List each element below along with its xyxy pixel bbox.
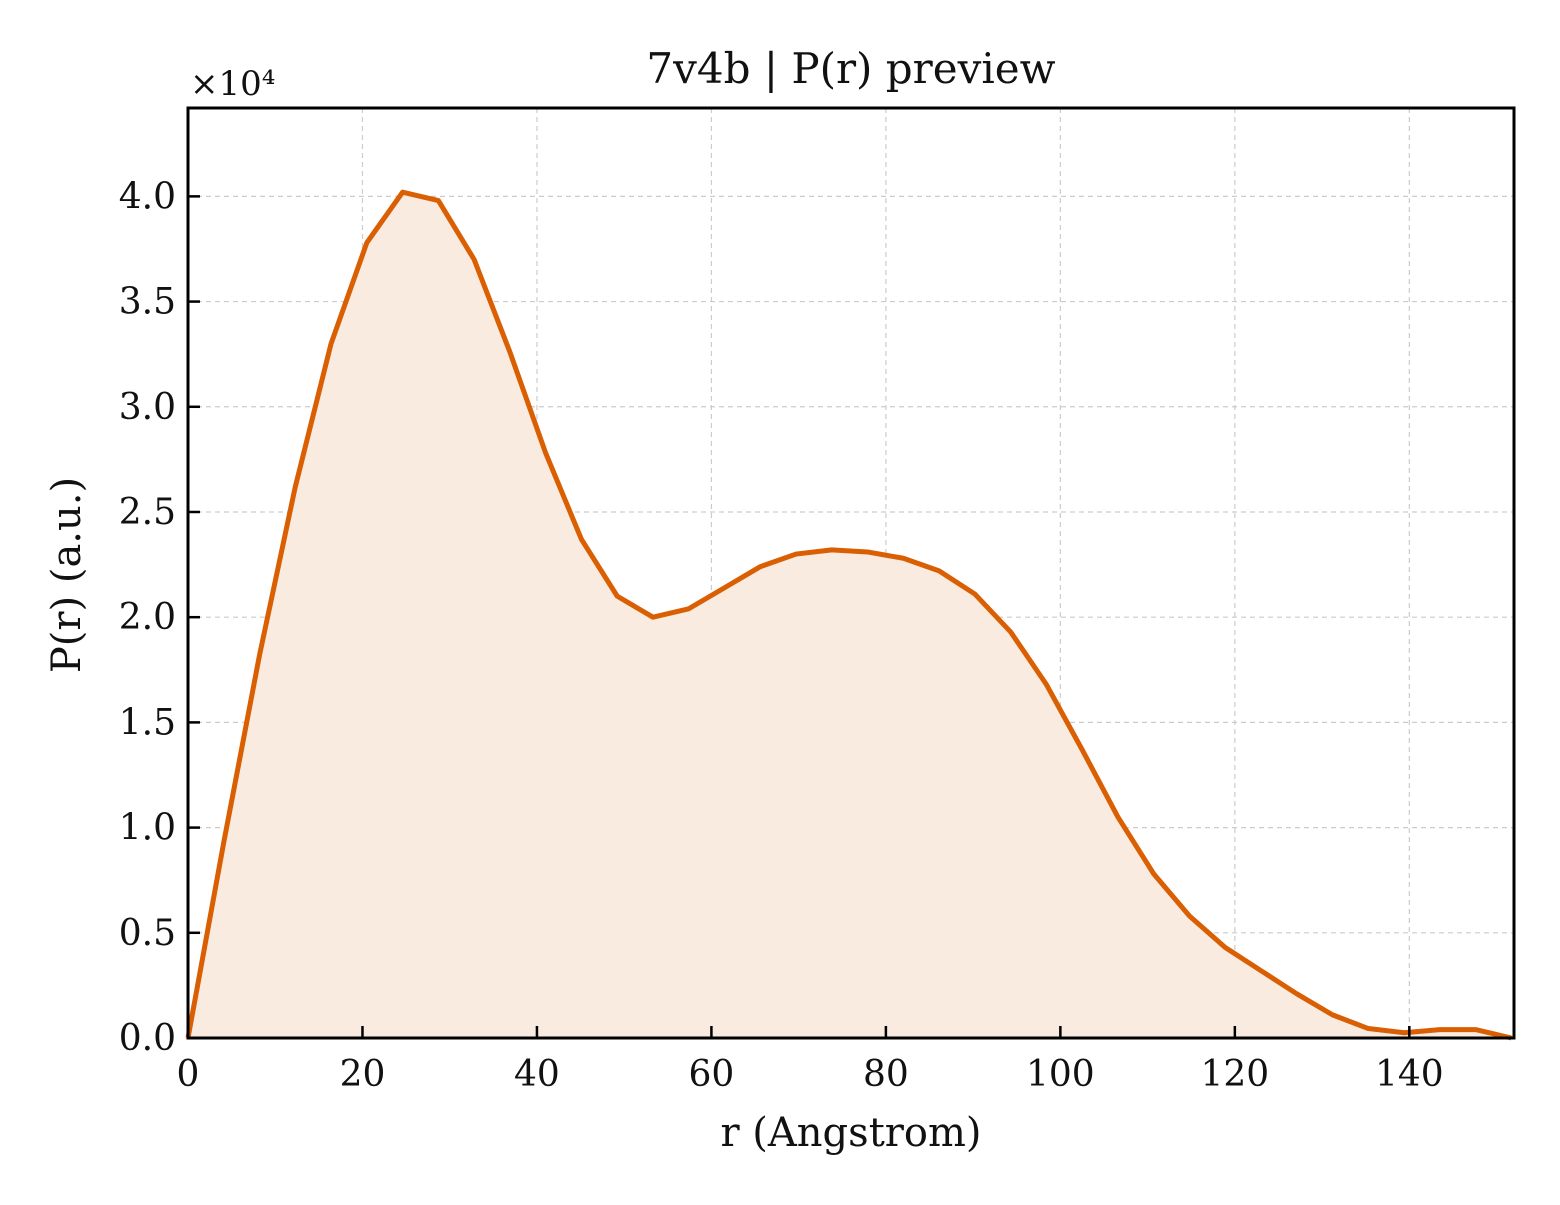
y-scale-multiplier: ×10⁴ bbox=[190, 64, 275, 104]
y-tick-label: 1.5 bbox=[119, 702, 176, 743]
tick-labels: 0 20 40 60 80 100 120 140 0.0 0.5 1.0 1.5 2.0 2.5 3.0 3… bbox=[119, 176, 1444, 1095]
y-tick-label: 3.0 bbox=[119, 387, 176, 428]
x-tick-label: 100 bbox=[1026, 1054, 1095, 1095]
plot-frame bbox=[186, 106, 1516, 1040]
y-tick-label: 4.0 bbox=[119, 176, 176, 217]
x-tick-label: 60 bbox=[689, 1054, 735, 1095]
y-tick-label: 0.5 bbox=[119, 913, 176, 954]
y-tick-label: 0.0 bbox=[119, 1018, 176, 1059]
y-tick-label: 2.0 bbox=[119, 597, 176, 638]
y-axis-label: P(r) (a.u.) bbox=[44, 477, 90, 673]
pr-area-fill bbox=[188, 192, 1512, 1038]
ticks bbox=[186, 195, 1411, 1040]
y-tick-label: 3.5 bbox=[119, 282, 176, 323]
x-tick-label: 120 bbox=[1200, 1054, 1269, 1095]
y-tick-label: 2.5 bbox=[119, 492, 176, 533]
y-tick-label: 1.0 bbox=[119, 808, 176, 849]
x-tick-label: 40 bbox=[514, 1054, 560, 1095]
x-axis-label: r (Angstrom) bbox=[720, 1110, 981, 1156]
chart-title: 7v4b | P(r) preview bbox=[646, 44, 1055, 93]
x-tick-label: 0 bbox=[177, 1054, 200, 1095]
x-tick-label: 140 bbox=[1375, 1054, 1444, 1095]
x-tick-label: 20 bbox=[340, 1054, 386, 1095]
x-tick-label: 80 bbox=[863, 1054, 909, 1095]
pr-line bbox=[185, 189, 1512, 1041]
